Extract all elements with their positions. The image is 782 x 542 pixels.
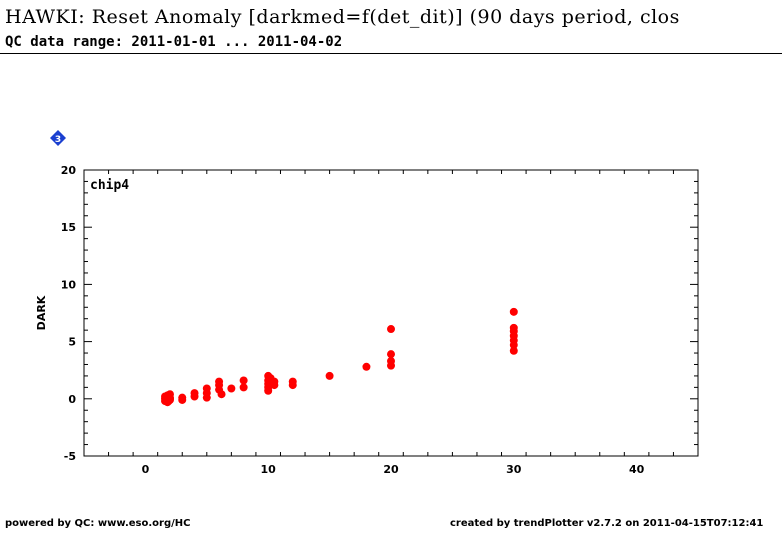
data-point [325,371,334,380]
page-title: HAWKI: Reset Anomaly [darkmed=f(det_dit)… [5,6,680,28]
panel-badge: 3 [50,130,66,146]
data-point [202,393,211,402]
y-tick-label: 0 [68,393,76,406]
data-point [509,341,518,350]
x-tick-label: 20 [383,463,399,476]
y-tick-label: 15 [61,221,76,234]
data-point [239,376,248,385]
data-point [387,325,395,334]
data-point [239,383,248,392]
axis-ticks [83,169,699,457]
panel-badge-label: 3 [55,135,61,145]
data-point [178,395,187,404]
data-range-subtitle: QC data range: 2011-01-01 ... 2011-04-02 [5,34,343,50]
data-point [362,362,371,371]
data-point [509,307,518,316]
diamond-badge-icon [50,130,66,146]
x-tick-label: 30 [506,463,522,476]
y-axis-label: DARK [35,295,48,330]
plot-frame [83,169,699,457]
series-label: chip4 [90,178,129,193]
footer-created-by: created by trendPlotter v2.7.2 on 2011-0… [450,518,764,529]
footer-powered-by: powered by QC: www.eso.org/HC [5,518,191,529]
data-point [264,386,273,395]
data-point [509,346,518,355]
data-point [270,381,279,390]
data-point [288,381,297,390]
x-tick-label: 0 [142,463,150,476]
y-tick-label: -5 [64,450,76,463]
y-tick-label: 5 [68,336,76,349]
header-divider [0,53,782,54]
data-point [190,392,199,401]
data-points [161,307,518,407]
x-tick-label: 40 [629,463,645,476]
data-point [387,361,395,370]
y-tick-label: 20 [61,164,77,177]
data-point [165,394,174,403]
axis-tick-labels: 0 10 20 30 40 -5 0 5 10 15 20 [61,164,645,476]
data-point [217,390,226,399]
data-point [387,350,395,359]
data-point [227,384,236,393]
y-tick-label: 10 [61,278,77,291]
x-tick-label: 10 [261,463,277,476]
